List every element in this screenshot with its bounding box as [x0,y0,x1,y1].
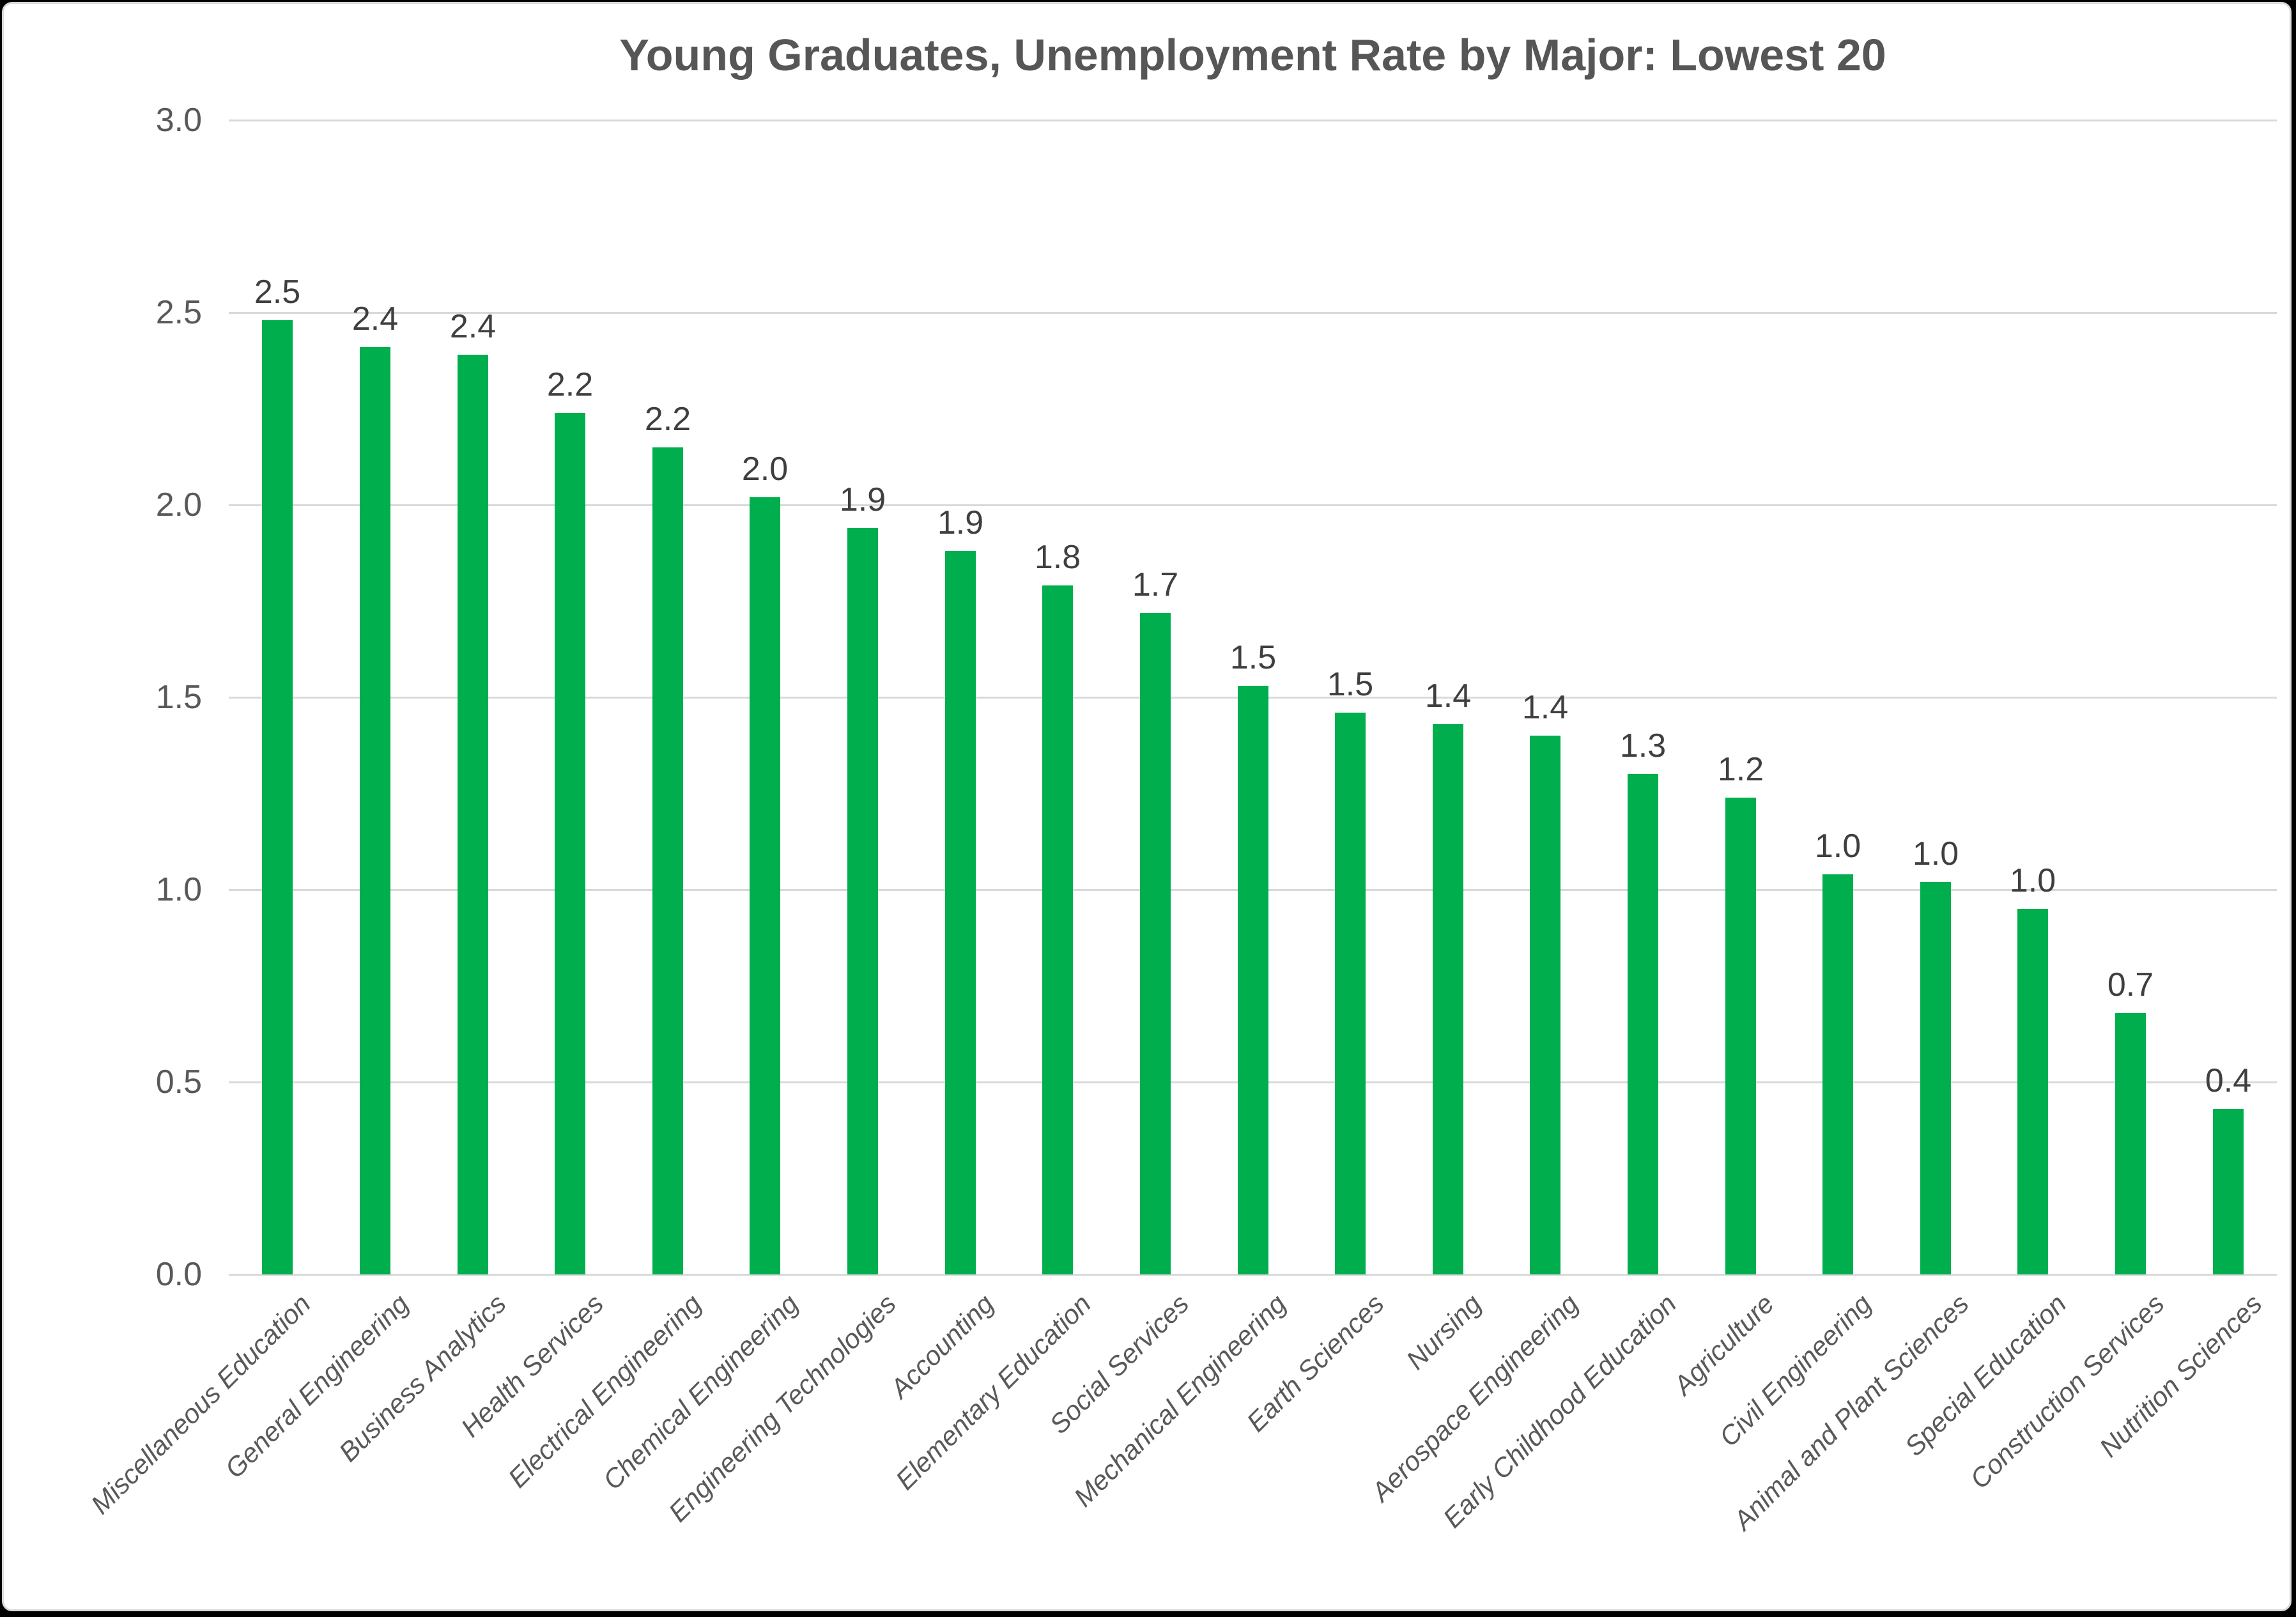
category-label: Business Analytics [333,1288,512,1467]
bar-value-label: 1.7 [1132,566,1179,603]
x-axis-labels: Miscellaneous Education General Engineeri… [85,1288,2277,1608]
y-axis-tick-label: 3.0 [155,102,202,139]
category-label: Chemical Engineering [597,1288,805,1496]
gridline [229,312,2277,314]
y-axis-tick-label: 1.0 [155,871,202,908]
category-label: Nutrition Sciences [2093,1288,2268,1463]
bar [2017,909,2048,1274]
bar [1042,585,1073,1274]
bar [1822,874,1853,1274]
y-axis-tick-label: 0.5 [155,1064,202,1101]
plot-area: 3.0 2.5 2.0 1.5 1.0 0.5 0.0 2.5 2.4 2.4 2.2 2.2 2.0 1… [156,104,2277,1291]
bar [652,447,683,1274]
bar [360,347,390,1274]
bar [555,413,585,1274]
bar [847,528,878,1274]
bar-value-label: 2.2 [644,401,691,438]
bar-value-label: 1.4 [1424,677,1472,715]
bar-value-label: 1.5 [1327,666,1374,703]
bar-value-label: 1.5 [1229,639,1277,676]
bar-value-label: 1.9 [839,481,886,518]
bar-value-label: 2.2 [546,366,594,403]
chart-title: Young Graduates, Unemployment Rate by Ma… [619,30,1886,80]
bar [1530,736,1560,1274]
bar [1335,713,1366,1274]
bar-value-label: 1.3 [1619,727,1667,764]
gridline [229,120,2277,121]
bar [458,355,488,1274]
category-label: Special Education [1899,1288,2072,1462]
category-label: Construction Services [1964,1288,2170,1495]
bar [2115,1013,2146,1274]
bar-value-label: 1.0 [1814,828,1861,865]
bar-value-label: 1.2 [1717,751,1764,788]
bar-value-label: 1.4 [1522,689,1569,726]
bar-value-label: 1.8 [1034,539,1081,576]
category-label: Electrical Engineering [502,1288,707,1494]
bar [1628,774,1658,1274]
bar [750,497,780,1274]
bar-value-label: 1.0 [1912,835,1959,872]
bar-value-label: 2.4 [449,308,497,345]
bar [1433,724,1463,1274]
gridline [229,1274,2277,1276]
category-label: General Engineering [219,1288,415,1484]
bar [262,320,293,1274]
y-axis-tick-label: 0.0 [155,1256,202,1293]
bar [1238,686,1268,1274]
y-axis-tick-label: 1.5 [155,679,202,716]
y-axis-tick-label: 2.0 [155,486,202,523]
gridline [229,504,2277,506]
bar-value-label: 2.5 [254,274,301,311]
bar [945,551,976,1274]
bar [1140,613,1171,1274]
bar [2213,1109,2244,1274]
bar-value-label: 0.4 [2205,1062,2252,1099]
bar [1920,882,1951,1274]
y-axis-tick-label: 2.5 [155,294,202,331]
category-label: Elementary Education [890,1288,1097,1496]
category-label: Nursing [1400,1288,1488,1375]
bar-value-label: 1.9 [937,504,984,541]
bar [1725,798,1756,1274]
bar-value-label: 2.0 [741,451,789,488]
bar-value-label: 0.7 [2107,966,2154,1003]
bar-value-label: 1.0 [2009,862,2056,899]
bar-value-label: 2.4 [351,300,399,337]
